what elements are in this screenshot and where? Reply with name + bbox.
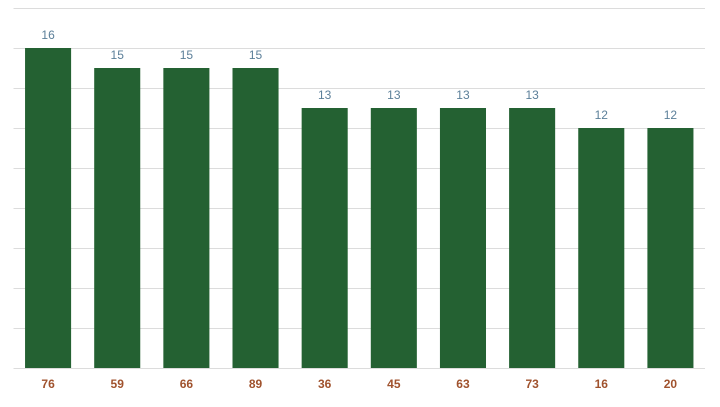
bar [25, 48, 72, 368]
x-tick-label: 76 [41, 377, 55, 391]
x-tick-label: 36 [318, 377, 332, 391]
value-label: 12 [664, 108, 678, 122]
value-label: 15 [249, 48, 263, 62]
value-label: 12 [595, 108, 609, 122]
bar [647, 128, 694, 368]
bar [163, 68, 210, 368]
value-label: 13 [456, 88, 470, 102]
bar [370, 108, 417, 368]
value-label: 16 [41, 28, 55, 42]
x-tick-label: 89 [249, 377, 263, 391]
value-label: 13 [525, 88, 539, 102]
x-tick-label: 66 [180, 377, 194, 391]
bar [94, 68, 141, 368]
bar [301, 108, 348, 368]
bar [232, 68, 279, 368]
x-tick-label: 16 [595, 377, 609, 391]
x-tick-label: 45 [387, 377, 401, 391]
value-label: 13 [387, 88, 401, 102]
bar [509, 108, 556, 368]
x-tick-label: 20 [664, 377, 678, 391]
bar [439, 108, 487, 368]
x-tick-label: 73 [525, 377, 539, 391]
value-label: 15 [111, 48, 125, 62]
value-label: 13 [318, 88, 332, 102]
x-tick-label: 59 [111, 377, 125, 391]
bar [578, 128, 625, 368]
value-label: 15 [180, 48, 194, 62]
x-tick-label: 63 [456, 377, 470, 391]
